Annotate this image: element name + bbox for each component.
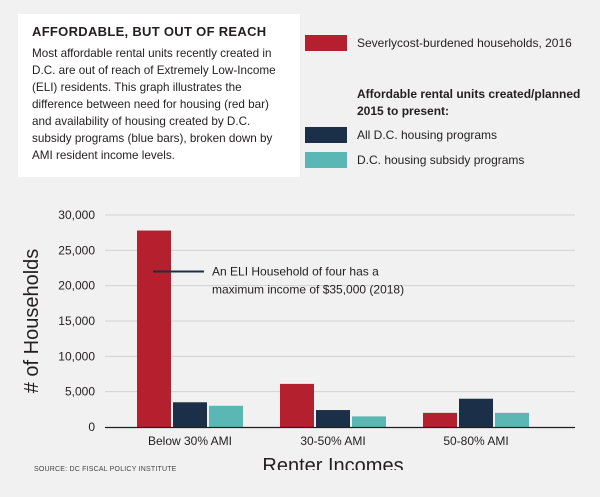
bar xyxy=(459,398,493,427)
legend-subheading: Affordable rental units created/planned … xyxy=(357,87,581,118)
bar xyxy=(423,412,457,427)
bar xyxy=(173,402,207,427)
legend-swatch-red xyxy=(305,35,347,51)
y-tick-label: 15,000 xyxy=(58,314,95,328)
y-tick-label: 25,000 xyxy=(58,243,95,257)
info-box: AFFORDABLE, BUT OUT OF REACH Most afford… xyxy=(18,14,300,177)
y-axis-label: # of Households xyxy=(21,249,43,394)
y-tick-label: 0 xyxy=(88,420,95,434)
bar xyxy=(209,405,243,427)
legend-label-navy: All D.C. housing programs xyxy=(357,128,498,142)
bars xyxy=(137,230,529,427)
y-tick-labels: 0 5,000 10,000 15,000 20,000 25,000 30,000 xyxy=(58,208,95,434)
gridlines xyxy=(105,214,575,393)
source-note: SOURCE: DC FISCAL POLICY INSTITUTE xyxy=(34,466,177,473)
x-axis-label: Renter Incomes xyxy=(262,455,403,470)
x-tick-labels: Below 30% AMI 30-50% AMI 50-80% AMI xyxy=(148,434,509,448)
info-body: Most affordable rental units recently cr… xyxy=(32,47,276,162)
info-title: AFFORDABLE, BUT OUT OF REACH xyxy=(32,24,267,39)
legend-item-navy: All D.C. housing programs xyxy=(305,127,497,143)
annotation-text-line1: An ELI Household of four has a xyxy=(212,265,379,279)
bar xyxy=(280,383,314,427)
legend-swatch-navy xyxy=(305,127,347,143)
bar xyxy=(137,230,171,427)
annotation: An ELI Household of four has a maximum i… xyxy=(153,265,404,297)
annotation-text-line2: maximum income of $35,000 (2018) xyxy=(212,283,404,297)
bar xyxy=(352,416,386,427)
legend-item-red: Severlycost-burdened households, 2016 xyxy=(305,35,572,51)
x-tick-label: 50-80% AMI xyxy=(443,434,508,448)
bar xyxy=(316,410,350,427)
y-tick-label: 20,000 xyxy=(58,279,95,293)
legend-swatch-teal xyxy=(305,152,347,168)
legend-label-teal: D.C. housing subsidy programs xyxy=(357,153,525,167)
y-tick-label: 5,000 xyxy=(65,385,95,399)
bar xyxy=(495,412,529,427)
x-tick-label: Below 30% AMI xyxy=(148,434,232,448)
y-tick-label: 30,000 xyxy=(58,208,95,222)
x-tick-label: 30-50% AMI xyxy=(300,434,365,448)
y-tick-label: 10,000 xyxy=(58,349,95,363)
legend-label-red: Severlycost-burdened households, 2016 xyxy=(357,36,572,50)
bar-chart: 0 5,000 10,000 15,000 20,000 25,000 30,000 Bel… xyxy=(21,208,575,470)
legend-item-teal: D.C. housing subsidy programs xyxy=(305,152,524,168)
